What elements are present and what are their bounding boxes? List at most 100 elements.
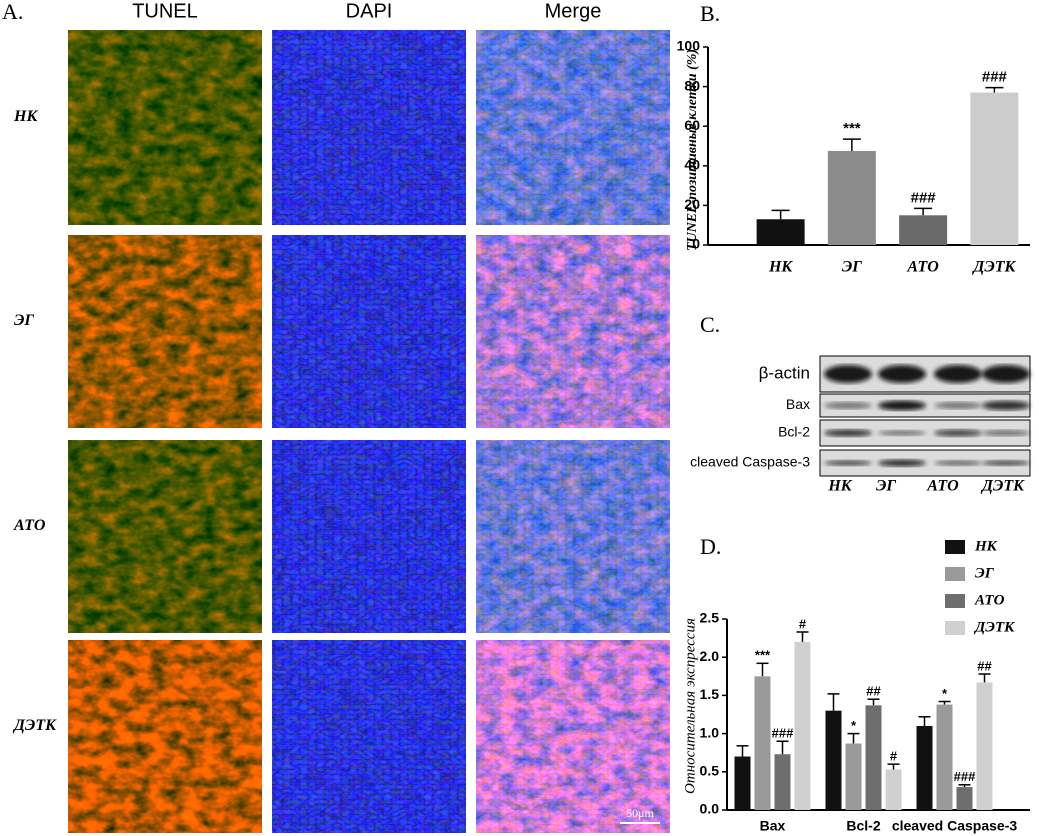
bar xyxy=(916,725,933,810)
y-tick-label: 0 xyxy=(692,236,700,252)
significance-mark: ### xyxy=(772,726,794,741)
y-tick-label: 60 xyxy=(684,117,700,133)
tunel-image xyxy=(68,640,262,833)
blot-band xyxy=(982,365,1030,383)
x-tick-label: Bcl-2 xyxy=(846,818,880,834)
blot-band xyxy=(878,400,926,411)
x-tick-label: cleaved Caspase-3 xyxy=(892,818,1018,834)
blot-band xyxy=(934,429,982,437)
error-bar xyxy=(914,207,933,216)
blot-band xyxy=(878,459,926,467)
row-label: АТО xyxy=(13,517,46,534)
error-bar xyxy=(958,784,971,788)
significance-mark: # xyxy=(799,616,807,631)
blot-band xyxy=(982,400,1030,411)
x-tick-label: ДЭТК xyxy=(971,259,1016,276)
y-tick-label: 0.5 xyxy=(700,763,720,779)
lane-label: ЭГ xyxy=(876,478,896,495)
merge-overlay xyxy=(476,235,670,428)
y-tick-label: 2.5 xyxy=(700,610,720,626)
blot-band xyxy=(824,401,872,410)
blot-band xyxy=(934,401,982,410)
significance-mark: # xyxy=(890,749,898,764)
y-tick-label: 20 xyxy=(684,196,700,212)
legend-swatch xyxy=(945,621,965,635)
significance-mark: ### xyxy=(911,189,937,206)
band-label: cleaved Caspase-3 xyxy=(690,454,810,470)
error-bar xyxy=(796,631,809,642)
panel-label: C. xyxy=(700,312,720,337)
error-bar xyxy=(771,209,790,220)
legend-swatch xyxy=(945,540,965,554)
bar xyxy=(756,219,805,245)
scale-bar-label: 50μm xyxy=(626,806,654,820)
lane-label: НК xyxy=(827,478,852,495)
panel-label: A. xyxy=(2,0,23,24)
legend-label: НК xyxy=(974,538,998,554)
blot-band xyxy=(824,429,872,437)
dapi-image xyxy=(272,640,466,833)
bar xyxy=(976,682,993,810)
column-header: Merge xyxy=(545,0,602,22)
significance-mark: *** xyxy=(755,648,771,663)
bar xyxy=(734,756,751,810)
band-label: Bcl-2 xyxy=(778,424,810,440)
row-label: ЭГ xyxy=(14,312,34,329)
panel-label: B. xyxy=(700,1,720,26)
merge-overlay xyxy=(476,640,670,833)
y-tick-label: 40 xyxy=(684,157,700,173)
lane-label: ДЭТК xyxy=(980,478,1025,495)
blot-band xyxy=(824,460,872,466)
column-header: DAPI xyxy=(346,0,393,22)
bar xyxy=(825,710,842,810)
significance-mark: ## xyxy=(977,658,992,673)
bar xyxy=(774,754,791,810)
x-tick-label: НК xyxy=(768,259,793,276)
dapi-image xyxy=(272,235,466,428)
error-bar xyxy=(938,700,951,705)
blot-band xyxy=(878,365,926,383)
dapi-image xyxy=(272,30,466,225)
legend-label: ДЭТК xyxy=(973,619,1015,635)
y-tick-label: 1.0 xyxy=(700,724,720,740)
merge-overlay xyxy=(476,440,670,633)
bar xyxy=(865,705,882,810)
tunel-image xyxy=(68,30,262,225)
dapi-image xyxy=(272,440,466,633)
legend-swatch xyxy=(945,594,965,608)
error-bar xyxy=(827,693,840,711)
error-bar xyxy=(756,662,769,677)
panel-label: D. xyxy=(700,534,721,559)
band-label: Bax xyxy=(786,396,810,412)
column-header: TUNEL xyxy=(132,0,198,22)
bar xyxy=(754,676,771,810)
y-tick-label: 100 xyxy=(677,38,701,54)
bar xyxy=(827,150,876,245)
x-tick-label: ЭГ xyxy=(842,259,862,276)
bar xyxy=(936,704,953,810)
y-tick-label: 2.0 xyxy=(700,648,720,664)
error-bar xyxy=(867,698,880,706)
error-bar xyxy=(978,673,991,683)
error-bar xyxy=(776,740,789,755)
y-tick-label: 1.5 xyxy=(700,686,720,702)
error-bar xyxy=(887,763,900,770)
significance-mark: *** xyxy=(843,120,861,137)
blot-band xyxy=(878,430,926,436)
y-axis-title: TUNEL-позитивные клетки (%) xyxy=(685,49,700,251)
band-label: β-actin xyxy=(759,363,810,382)
significance-mark: ## xyxy=(866,684,881,699)
y-tick-label: 80 xyxy=(684,77,700,93)
error-bar xyxy=(985,86,1004,93)
row-label: НК xyxy=(13,108,38,125)
legend-swatch xyxy=(945,567,965,581)
lane-label: АТО xyxy=(926,478,959,495)
significance-mark: ### xyxy=(954,769,976,784)
row-label: ДЭТК xyxy=(12,717,57,734)
error-bar xyxy=(918,716,931,726)
blot-band xyxy=(824,365,872,383)
legend-label: АТО xyxy=(974,592,1005,608)
y-tick-label: 0.0 xyxy=(700,801,720,817)
x-tick-label: АТО xyxy=(906,259,939,276)
